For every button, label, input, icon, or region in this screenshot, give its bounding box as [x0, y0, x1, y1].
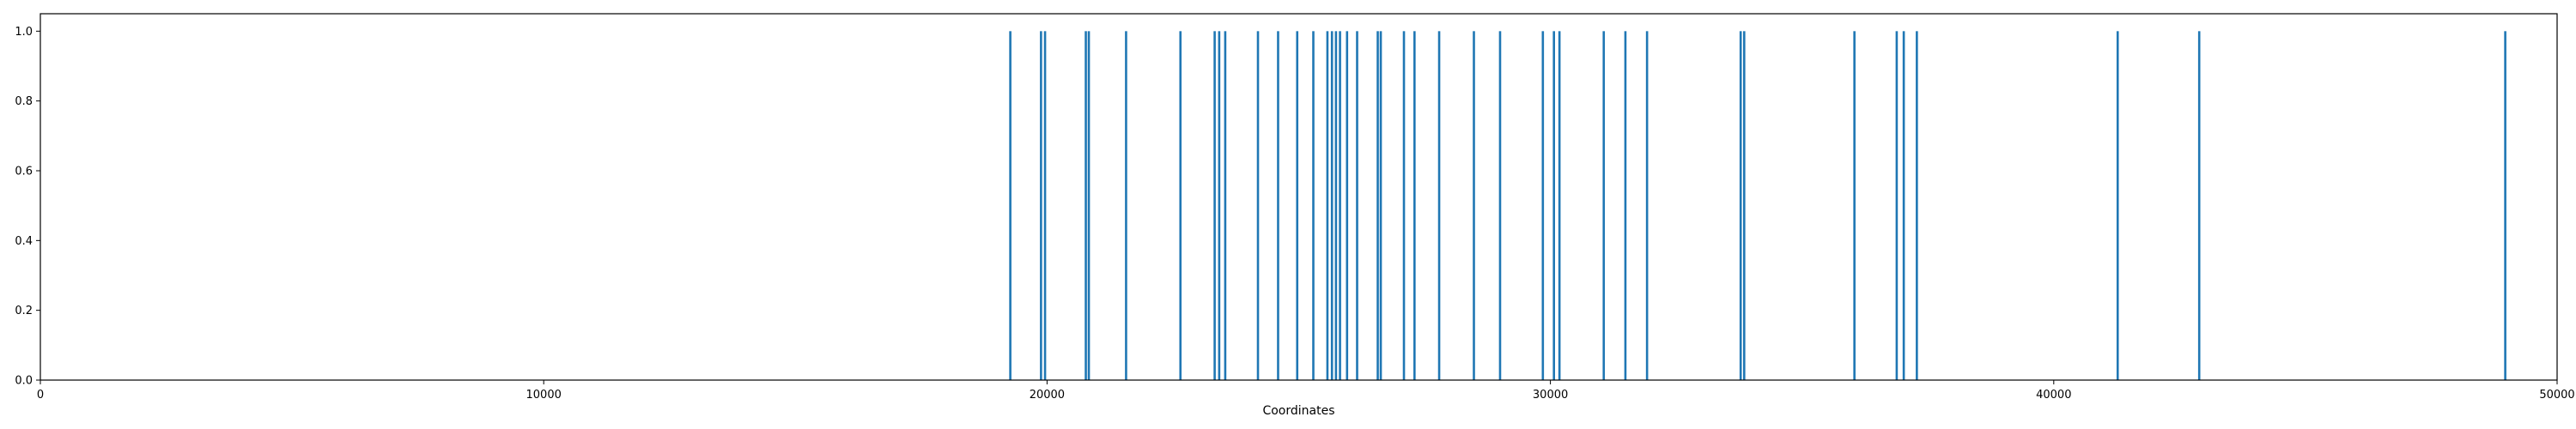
bar	[1645, 31, 1649, 380]
plot-frame	[39, 13, 2558, 381]
x-axis: 0 10000 20000 30000 40000 50000	[37, 380, 2575, 402]
bar	[1312, 31, 1315, 380]
x-tick-label: 10000	[526, 389, 562, 402]
y-tick-label: 0.4	[15, 235, 33, 248]
bar	[1402, 31, 1406, 380]
bar	[1326, 31, 1329, 380]
bar	[1213, 31, 1216, 380]
y-tick-label: 0.0	[15, 375, 33, 388]
bar	[1376, 31, 1379, 380]
bar	[2504, 31, 2506, 380]
bar	[1277, 31, 1279, 380]
bar	[1339, 31, 1341, 380]
x-tick-label: 40000	[2036, 389, 2071, 402]
x-tick-label: 0	[37, 389, 44, 402]
x-tick-label: 20000	[1030, 389, 1065, 402]
bar	[1296, 31, 1299, 380]
bar	[1330, 31, 1334, 380]
bar	[1602, 31, 1606, 380]
bar	[1179, 31, 1182, 380]
y-tick-label: 0.6	[15, 166, 33, 178]
bar	[1379, 31, 1382, 380]
bar	[1498, 31, 1502, 380]
bar	[1739, 31, 1742, 380]
bar	[2116, 31, 2119, 380]
bar	[1009, 31, 1012, 380]
x-tick-label: 50000	[2539, 389, 2574, 402]
bar	[1256, 31, 1260, 380]
y-tick-label: 1.0	[15, 26, 33, 39]
bar	[1334, 31, 1338, 380]
bar	[1916, 31, 1918, 380]
y-axis: 0.0 0.2 0.4 0.6 0.8 1.0	[15, 26, 40, 388]
bar	[1084, 31, 1087, 380]
bar	[1125, 31, 1127, 380]
bar	[1218, 31, 1221, 380]
bar	[1742, 31, 1746, 380]
bar	[1224, 31, 1227, 380]
bar	[1437, 31, 1441, 380]
bar	[1853, 31, 1856, 380]
y-tick-label: 0.8	[15, 95, 33, 108]
bar	[1541, 31, 1545, 380]
bar	[1040, 31, 1042, 380]
bar	[1558, 31, 1561, 380]
bar-series	[1009, 31, 2506, 380]
bar	[1356, 31, 1358, 380]
bar	[1346, 31, 1349, 380]
x-axis-label: Coordinates	[1262, 404, 1334, 418]
bar	[2197, 31, 2201, 380]
bar	[1087, 31, 1091, 380]
y-tick-label: 0.2	[15, 305, 33, 317]
bar	[1895, 31, 1899, 380]
bar	[1552, 31, 1555, 380]
bar	[1624, 31, 1627, 380]
bar	[1043, 31, 1047, 380]
bar	[1473, 31, 1475, 380]
x-tick-label: 30000	[1533, 389, 1568, 402]
bar	[1413, 31, 1416, 380]
bar	[1902, 31, 1905, 380]
